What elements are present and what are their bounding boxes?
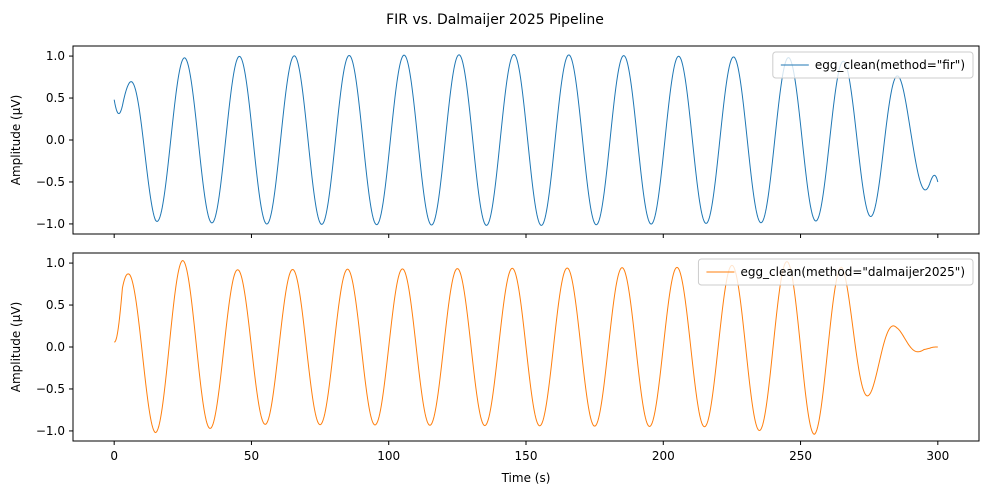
x-tick-label-1: 50: [244, 449, 259, 463]
legend-frame-0: [772, 51, 974, 79]
x-axis-label: Time (s): [501, 471, 551, 485]
legend-label-0: egg_clean(method="fir"): [815, 58, 965, 72]
y-axis-label-1: Amplitude (µV): [9, 302, 23, 393]
legend-1: egg_clean(method="dalmaijer2025"): [697, 258, 974, 286]
y-tick-label-0-2: 0.0: [46, 133, 65, 147]
x-tick-label-2: 100: [377, 449, 400, 463]
y-tick-label-1-2: 0.0: [46, 340, 65, 354]
y-tick-label-0-3: 0.5: [46, 91, 65, 105]
x-tick-label-0: 0: [110, 449, 118, 463]
y-tick-label-0-0: −1.0: [36, 217, 65, 231]
y-tick-label-1-4: 1.0: [46, 256, 65, 270]
x-tick-label-3: 150: [515, 449, 538, 463]
legend-frame-1: [697, 258, 974, 286]
y-axis-label-0: Amplitude (µV): [9, 95, 23, 186]
legend-0: egg_clean(method="fir"): [772, 51, 974, 79]
x-tick-label-6: 300: [926, 449, 949, 463]
series-line-1-0: [114, 259, 938, 435]
top-subplot: −1.0 −0.5 0.0 0.5 1.0 Amplitude (µV) egg_clean…: [9, 45, 980, 238]
x-tick-label-5: 250: [789, 449, 812, 463]
x-tick-label-4: 200: [652, 449, 675, 463]
y-tick-label-1-3: 0.5: [46, 298, 65, 312]
chart-title: FIR vs. Dalmaijer 2025 Pipeline: [386, 12, 604, 28]
y-tick-label-1-1: −0.5: [36, 382, 65, 396]
y-tick-label-1-0: −1.0: [36, 424, 65, 438]
series-line-0-0: [113, 53, 939, 226]
y-tick-label-0-4: 1.0: [46, 49, 65, 63]
y-tick-label-0-1: −0.5: [36, 175, 65, 189]
bottom-subplot: −1.0 −0.5 0.0 0.5 1.0 0 50 100 150 200 250 300 Ampli…: [9, 252, 980, 463]
legend-label-1: egg_clean(method="dalmaijer2025"): [740, 265, 965, 279]
